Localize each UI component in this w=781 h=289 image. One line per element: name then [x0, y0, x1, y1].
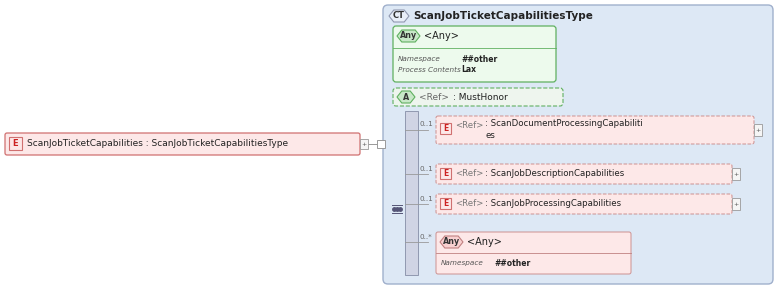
Text: +: + — [733, 201, 739, 207]
Text: 0..*: 0..* — [420, 234, 433, 240]
Polygon shape — [389, 10, 409, 22]
Bar — [9, 137, 22, 150]
Polygon shape — [440, 236, 463, 248]
FancyBboxPatch shape — [393, 88, 563, 106]
FancyBboxPatch shape — [436, 194, 732, 214]
Text: Namespace: Namespace — [441, 260, 484, 266]
Text: +: + — [755, 127, 761, 132]
Text: Process Contents: Process Contents — [398, 67, 461, 73]
Text: Namespace: Namespace — [398, 56, 441, 62]
Bar — [732, 198, 740, 210]
FancyBboxPatch shape — [436, 164, 732, 184]
Text: : ScanDocumentProcessingCapabiliti: : ScanDocumentProcessingCapabiliti — [485, 119, 643, 129]
Text: 0..1: 0..1 — [420, 196, 433, 202]
FancyBboxPatch shape — [393, 26, 556, 82]
Text: ##other: ##other — [494, 258, 530, 268]
Text: Any: Any — [400, 32, 417, 40]
Bar — [440, 168, 451, 179]
Text: <Ref>: <Ref> — [419, 92, 449, 101]
Text: +: + — [733, 171, 739, 177]
Text: +: + — [362, 142, 366, 147]
Text: : MustHonor: : MustHonor — [453, 92, 508, 101]
Text: E: E — [443, 124, 448, 133]
Text: <Ref>: <Ref> — [455, 170, 483, 179]
Bar — [440, 198, 451, 209]
Bar — [440, 123, 451, 134]
Bar — [405, 111, 418, 275]
Text: <Any>: <Any> — [424, 31, 459, 41]
Bar — [360, 139, 368, 149]
Polygon shape — [397, 91, 415, 103]
Text: E: E — [443, 169, 448, 178]
Text: ScanJobTicketCapabilities : ScanJobTicketCapabilitiesType: ScanJobTicketCapabilities : ScanJobTicke… — [27, 140, 288, 149]
Text: 0..1: 0..1 — [420, 166, 433, 172]
Bar — [754, 124, 762, 136]
Bar — [377, 140, 385, 148]
Text: : ScanJobProcessingCapabilities: : ScanJobProcessingCapabilities — [485, 199, 621, 208]
Text: ##other: ##other — [461, 55, 497, 64]
Polygon shape — [397, 30, 420, 42]
Text: es: es — [485, 131, 495, 140]
FancyBboxPatch shape — [383, 5, 773, 284]
Text: Any: Any — [443, 238, 460, 247]
Text: A: A — [403, 92, 409, 101]
Text: E: E — [443, 199, 448, 208]
Text: Lax: Lax — [461, 66, 476, 75]
FancyBboxPatch shape — [5, 133, 360, 155]
Text: E: E — [12, 139, 18, 148]
Text: <Ref>: <Ref> — [455, 199, 483, 208]
Text: CT: CT — [393, 12, 405, 21]
Text: <Ref>: <Ref> — [455, 121, 483, 129]
Text: : ScanJobDescriptionCapabilities: : ScanJobDescriptionCapabilities — [485, 170, 624, 179]
Bar — [732, 168, 740, 180]
FancyBboxPatch shape — [436, 116, 754, 144]
Text: ScanJobTicketCapabilitiesType: ScanJobTicketCapabilitiesType — [413, 11, 593, 21]
FancyBboxPatch shape — [436, 232, 631, 274]
Text: <Any>: <Any> — [467, 237, 502, 247]
Text: 0..1: 0..1 — [420, 121, 433, 127]
